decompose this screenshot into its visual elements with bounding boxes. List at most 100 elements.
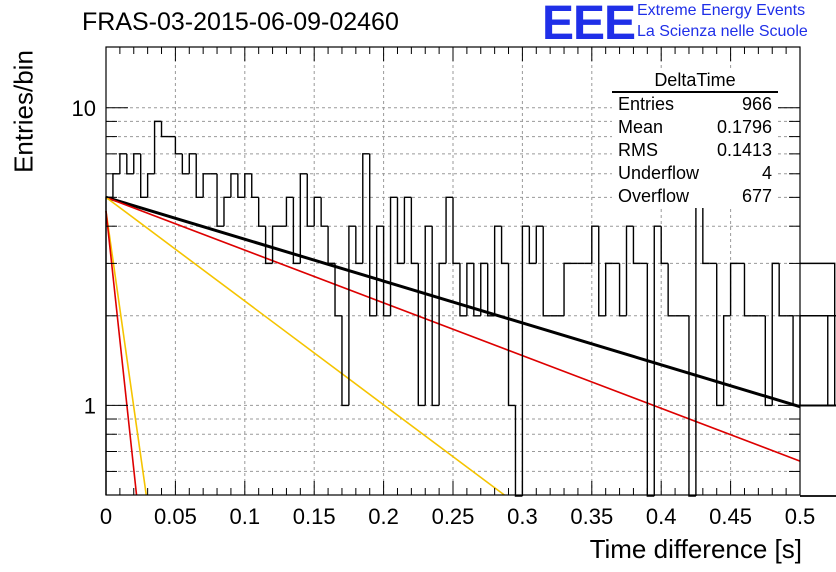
stats-row: Mean 0.1796 <box>612 116 778 139</box>
x-axis-label: Time difference [s] <box>589 534 802 564</box>
histogram-bin <box>800 404 836 407</box>
histogram-bin <box>292 197 301 265</box>
histogram-bin <box>306 173 315 227</box>
x-tick-label: 0.35 <box>570 504 613 529</box>
histogram-bin <box>598 226 606 317</box>
histogram-bin <box>722 315 731 406</box>
histogram-bin <box>369 153 377 317</box>
histogram-bin <box>396 197 405 265</box>
fit-line <box>105 210 138 496</box>
axes-layer: 0 0.05 0.1 0.15 0.2 0.25 0.3 0.35 0.4 0.45 0.5 1 10 <box>72 46 816 529</box>
histogram-bin <box>188 153 197 174</box>
stats-row: RMS 0.1413 <box>612 139 778 162</box>
histogram-bin <box>716 263 724 407</box>
fit-line <box>105 196 801 462</box>
histogram-bin <box>653 225 662 496</box>
histogram-bin <box>133 153 141 174</box>
histogram-bin <box>355 226 363 265</box>
histogram-bin <box>514 405 523 497</box>
histogram-bin <box>800 315 836 317</box>
histogram-bin <box>800 315 836 317</box>
fit-line <box>105 195 801 409</box>
histogram-bin <box>438 262 447 406</box>
histogram-bin <box>667 263 676 317</box>
histogram-bin <box>375 225 384 316</box>
histogram-bin <box>153 120 162 174</box>
histogram-bin <box>230 173 238 198</box>
stats-value: 966 <box>741 94 772 114</box>
histogram-bin <box>264 226 273 265</box>
plot-frame <box>105 46 801 496</box>
fit-line <box>105 196 505 496</box>
stats-label: Entries <box>618 94 675 114</box>
stats-row: Underflow 4 <box>612 162 778 185</box>
histogram-bin <box>320 197 329 227</box>
histogram-bin <box>126 153 134 175</box>
histogram-bin <box>800 404 836 407</box>
histogram-bin <box>660 226 669 265</box>
histogram-bin <box>618 263 627 317</box>
x-tick-label: 0.2 <box>368 504 399 529</box>
y-tick-label: 10 <box>72 96 96 121</box>
histogram-bin <box>299 173 308 264</box>
histogram-bin <box>771 262 780 406</box>
histogram-bin <box>181 153 190 175</box>
stats-label: Underflow <box>618 163 700 183</box>
x-tick-label: 0.4 <box>646 504 677 529</box>
histogram-bin <box>632 226 641 265</box>
histogram-bin <box>452 197 460 265</box>
histogram-bin <box>500 226 509 265</box>
x-tick-label: 0.25 <box>432 504 475 529</box>
stats-label: RMS <box>618 140 658 160</box>
histogram-bin <box>800 315 829 407</box>
histogram-bin <box>417 263 426 407</box>
stats-box: DeltaTime Entries 966 Mean 0.1796 RMS 0.1413 U… <box>612 70 778 208</box>
histogram-bin <box>800 315 836 317</box>
stats-row: Entries 966 <box>612 93 778 116</box>
histogram-bin <box>257 197 266 227</box>
histogram-bin <box>800 262 836 406</box>
histogram-bin <box>604 262 613 316</box>
histogram-bin <box>800 404 836 407</box>
histogram-bin <box>362 153 370 264</box>
histogram-bin <box>389 196 398 316</box>
histogram-bin <box>327 226 336 265</box>
histogram-bin <box>244 173 252 198</box>
histogram-bin <box>800 315 836 317</box>
histogram-bin <box>800 315 836 317</box>
histogram-bin <box>216 173 224 227</box>
stats-rows: Entries 966 Mean 0.1796 RMS 0.1413 Underflow 4 O… <box>612 93 778 208</box>
histogram-bin <box>800 404 836 407</box>
histogram-bin <box>140 153 148 199</box>
histogram-bin <box>591 225 599 264</box>
histogram-bin <box>563 262 571 316</box>
histogram-bin <box>800 404 836 407</box>
histogram-bin <box>445 196 453 264</box>
histogram-bin <box>542 226 551 317</box>
histogram-bin <box>202 173 211 198</box>
histogram-bin <box>528 226 537 265</box>
histogram-bin <box>507 263 516 407</box>
histogram-bin <box>174 136 183 155</box>
histogram-bin <box>487 263 495 317</box>
histogram-bin <box>195 153 204 199</box>
histogram-bin <box>146 173 155 198</box>
stats-label: Overflow <box>618 186 690 206</box>
histogram-bin <box>800 315 836 317</box>
histogram-bin <box>646 263 655 497</box>
stats-label: Mean <box>618 117 664 137</box>
histogram-bin <box>535 225 544 264</box>
histogram-bin <box>459 263 467 317</box>
histogram-bin <box>237 173 245 199</box>
chart-title: FRAS-03-2015-06-09-02460 <box>82 8 399 36</box>
histogram-bin <box>431 226 440 407</box>
histogram-bin <box>348 225 356 406</box>
x-tick-label: 0.5 <box>785 504 816 529</box>
histogram-bin <box>251 173 259 199</box>
fit-lines <box>105 195 801 496</box>
histogram-bin <box>112 173 120 198</box>
logo-line-2: La Scienza nelle Scuole <box>637 23 808 40</box>
histogram-bin <box>334 263 342 317</box>
x-tick-label: 0.05 <box>154 504 197 529</box>
histogram-bin <box>625 225 634 316</box>
